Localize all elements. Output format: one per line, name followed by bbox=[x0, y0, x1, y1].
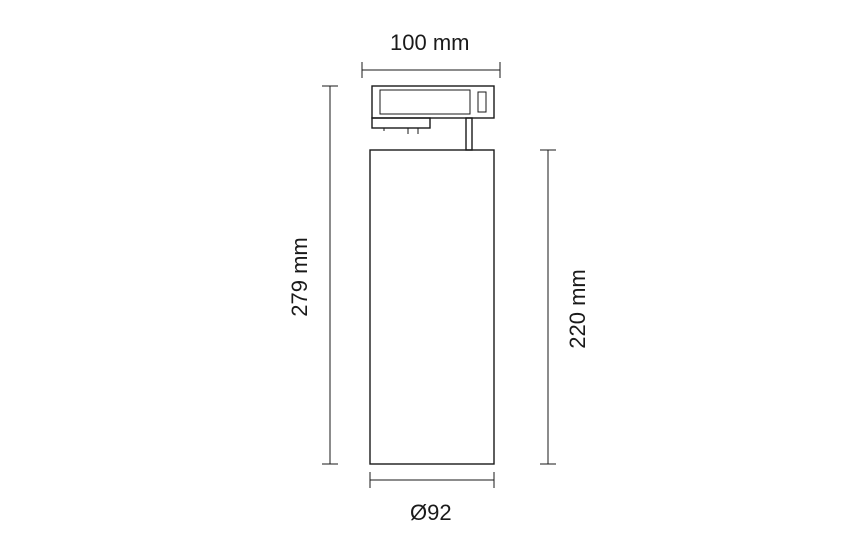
dimension-right-height-label: 220 mm bbox=[565, 269, 591, 349]
dimension-top-width-label: 100 mm bbox=[390, 30, 469, 56]
technical-drawing: 100 mm Ø92 279 mm 220 mm bbox=[0, 0, 856, 540]
drawing-svg bbox=[0, 0, 856, 540]
dimension-left-height-label: 279 mm bbox=[287, 237, 313, 317]
dimension-bottom-diameter-label: Ø92 bbox=[410, 500, 452, 526]
